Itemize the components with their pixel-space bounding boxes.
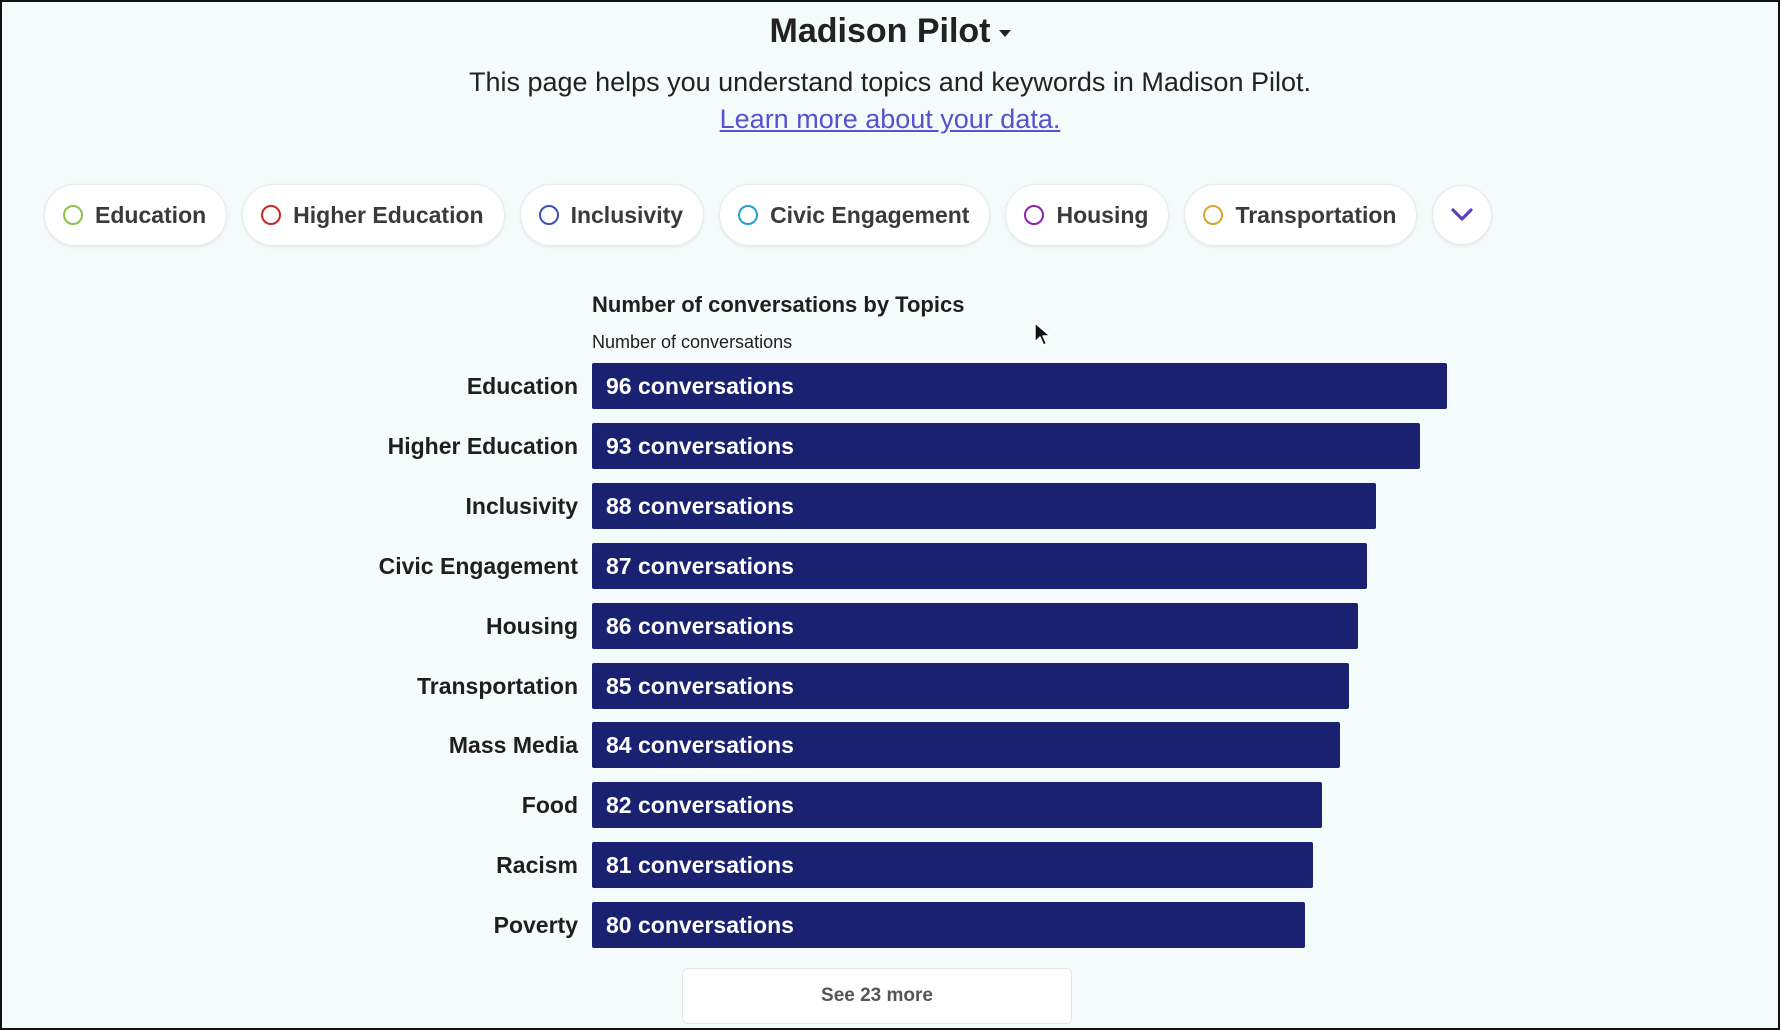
bar[interactable]: 82 conversations xyxy=(592,782,1322,828)
circle-icon xyxy=(1203,205,1224,225)
chart-axis-label: Number of conversations xyxy=(592,332,793,352)
bar-data-label: 80 conversations xyxy=(606,912,794,938)
topic-chip-label: Higher Education xyxy=(293,201,484,228)
bar[interactable]: 80 conversations xyxy=(592,902,1305,948)
circle-icon xyxy=(261,205,282,225)
category-label: Education xyxy=(466,373,578,399)
topic-chip-housing[interactable]: Housing xyxy=(1005,184,1170,246)
bar-data-label: 84 conversations xyxy=(606,732,794,758)
bar-data-label: 93 conversations xyxy=(606,433,794,459)
category-label: Higher Education xyxy=(387,433,578,459)
topic-chip-inclusivity[interactable]: Inclusivity xyxy=(519,184,705,246)
bar-data-label: 86 conversations xyxy=(606,613,794,639)
circle-icon xyxy=(1024,205,1045,225)
mouse-cursor-icon xyxy=(1034,322,1051,346)
category-label: Mass Media xyxy=(448,732,578,758)
category-label: Food xyxy=(521,792,578,818)
category-label: Transportation xyxy=(416,673,578,699)
bar[interactable]: 86 conversations xyxy=(592,603,1358,649)
topic-chip-education[interactable]: Education xyxy=(44,184,228,246)
topic-chip-label: Inclusivity xyxy=(570,201,684,228)
topic-chip-label: Education xyxy=(95,201,207,228)
bar-data-label: 88 conversations xyxy=(606,493,794,519)
bar-data-label: 82 conversations xyxy=(606,792,794,818)
project-selector[interactable]: Madison Pilot xyxy=(770,12,1011,51)
category-label: Civic Engagement xyxy=(378,553,578,579)
topic-chip-higher-education[interactable]: Higher Education xyxy=(242,184,505,246)
topic-chip-label: Housing xyxy=(1056,201,1149,228)
topic-chip-list: Education Higher Education Inclusivity Civi… xyxy=(44,184,1493,246)
caret-down-icon xyxy=(998,30,1011,37)
bar-data-label: 81 conversations xyxy=(606,852,794,878)
see-more-button[interactable]: See 23 more xyxy=(682,968,1072,1024)
circle-icon xyxy=(538,205,559,225)
category-label: Inclusivity xyxy=(465,493,578,519)
bar[interactable]: 85 conversations xyxy=(592,663,1349,709)
topic-chip-transportation[interactable]: Transportation xyxy=(1184,184,1418,246)
bar[interactable]: 93 conversations xyxy=(592,423,1420,469)
category-label: Racism xyxy=(496,852,578,878)
topic-chip-label: Civic Engagement xyxy=(770,201,970,228)
bar-data-label: 87 conversations xyxy=(606,553,794,579)
page-header: Madison Pilot This page helps you unders… xyxy=(2,2,1778,135)
more-topics-button[interactable] xyxy=(1432,185,1493,245)
bar[interactable]: 88 conversations xyxy=(592,483,1376,529)
page-title: Madison Pilot xyxy=(769,12,991,50)
bar[interactable]: 81 conversations xyxy=(592,842,1313,888)
bar[interactable]: 87 conversations xyxy=(592,543,1367,589)
page-subtitle: This page helps you understand topics an… xyxy=(469,67,1311,97)
bar[interactable]: 96 conversations xyxy=(592,363,1447,409)
learn-more-link[interactable]: Learn more about your data. xyxy=(719,104,1061,134)
chevron-down-icon xyxy=(1451,208,1474,221)
circle-icon xyxy=(63,205,83,225)
bar[interactable]: 84 conversations xyxy=(592,722,1340,768)
bar-data-label: 96 conversations xyxy=(606,373,794,399)
topic-chip-civic-engagement[interactable]: Civic Engagement xyxy=(719,184,991,246)
category-label: Housing xyxy=(486,613,578,639)
category-label: Poverty xyxy=(493,912,578,938)
chart-title: Number of conversations by Topics xyxy=(592,292,965,317)
topic-chip-label: Transportation xyxy=(1235,201,1397,228)
circle-icon xyxy=(738,205,759,225)
bar-data-label: 85 conversations xyxy=(606,673,794,699)
